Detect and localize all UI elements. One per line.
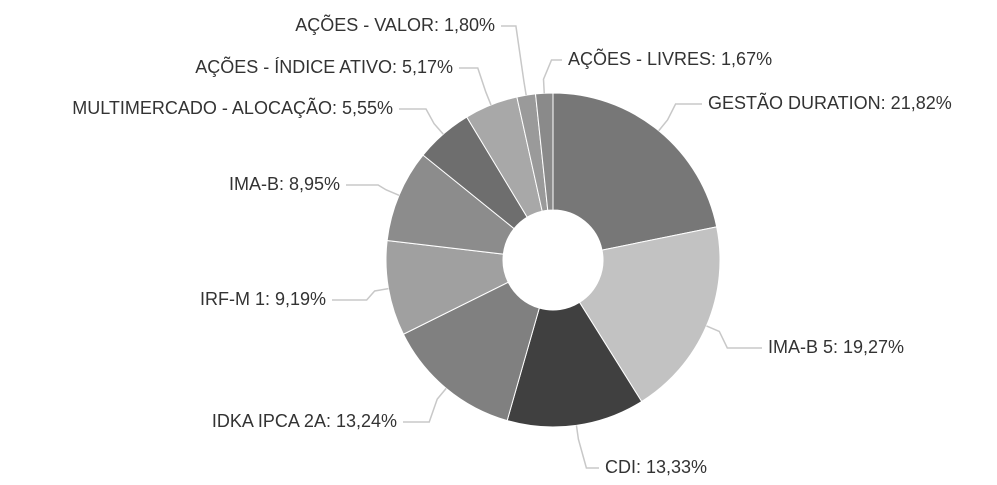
slice-label: IRF-M 1: 9,19%: [200, 289, 326, 309]
slice-label: IMA-B 5: 19,27%: [768, 337, 904, 357]
slice-label: AÇÕES - ÍNDICE ATIVO: 5,17%: [195, 56, 453, 77]
donut-slice: [402, 281, 540, 422]
leader-line: [542, 59, 562, 94]
leader-line: [501, 25, 527, 96]
donut-slice: [534, 92, 554, 211]
leader-line: [403, 387, 447, 423]
donut-slice: [506, 301, 643, 428]
leader-line: [346, 184, 400, 196]
leader-line: [332, 287, 389, 301]
slice-label: MULTIMERCADO - ALOCAÇÃO: 5,55%: [72, 97, 393, 118]
leader-line: [658, 103, 702, 132]
slice-label: IMA-B: 8,95%: [229, 174, 340, 194]
donut-slice: [552, 92, 718, 251]
slice-label: AÇÕES - LIVRES: 1,67%: [568, 48, 772, 69]
slice-label: IDKA IPCA 2A: 13,24%: [212, 411, 397, 431]
leader-line: [459, 67, 492, 106]
slice-label: AÇÕES - VALOR: 1,80%: [295, 14, 495, 35]
leader-line: [399, 108, 444, 135]
slice-label: GESTÃO DURATION: 21,82%: [708, 92, 952, 113]
slice-label: CDI: 13,33%: [605, 457, 707, 477]
leader-line: [706, 325, 762, 349]
leader-line: [575, 425, 599, 469]
